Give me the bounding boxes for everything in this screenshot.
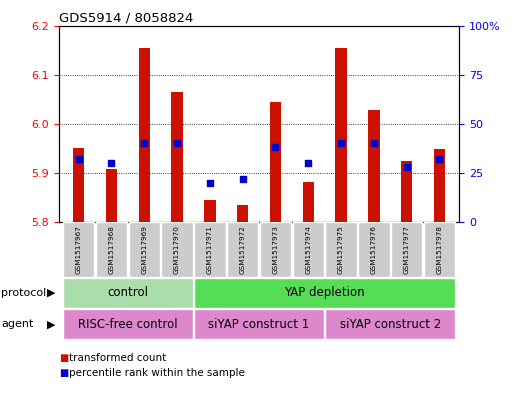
Bar — [368, 110, 380, 222]
Bar — [96, 222, 127, 277]
Bar — [73, 149, 85, 222]
Text: GSM1517967: GSM1517967 — [76, 225, 82, 274]
Text: GSM1517976: GSM1517976 — [371, 225, 377, 274]
Text: siYAP construct 1: siYAP construct 1 — [208, 318, 310, 331]
Point — [370, 140, 378, 147]
Text: ▶: ▶ — [47, 288, 55, 298]
Text: transformed count: transformed count — [69, 353, 167, 363]
Text: siYAP construct 2: siYAP construct 2 — [340, 318, 441, 331]
Point — [206, 180, 214, 186]
Point — [436, 156, 444, 162]
Bar — [63, 309, 193, 339]
Text: GSM1517973: GSM1517973 — [272, 225, 279, 274]
Text: GSM1517972: GSM1517972 — [240, 225, 246, 274]
Point — [74, 156, 83, 162]
Text: percentile rank within the sample: percentile rank within the sample — [69, 368, 245, 378]
Bar — [139, 48, 150, 222]
Bar — [171, 92, 183, 222]
Bar — [260, 222, 291, 277]
Bar — [424, 222, 455, 277]
Bar — [433, 149, 445, 222]
Text: agent: agent — [1, 319, 33, 329]
Text: control: control — [107, 286, 148, 299]
Bar — [204, 200, 215, 222]
Text: GSM1517978: GSM1517978 — [437, 225, 442, 274]
Text: ■: ■ — [59, 353, 68, 363]
Text: protocol: protocol — [1, 288, 46, 298]
Text: YAP depletion: YAP depletion — [284, 286, 365, 299]
Bar — [237, 205, 248, 222]
Text: GSM1517968: GSM1517968 — [108, 225, 114, 274]
Bar — [303, 182, 314, 222]
Bar — [63, 278, 193, 308]
Bar — [194, 222, 226, 277]
Text: GSM1517975: GSM1517975 — [338, 225, 344, 274]
Bar — [401, 161, 412, 222]
Text: GSM1517971: GSM1517971 — [207, 225, 213, 274]
Point — [107, 160, 115, 166]
Bar — [391, 222, 422, 277]
Bar — [270, 102, 281, 222]
Bar — [358, 222, 389, 277]
Text: GSM1517977: GSM1517977 — [404, 225, 410, 274]
Point — [271, 144, 280, 151]
Bar — [194, 309, 324, 339]
Text: ▶: ▶ — [47, 319, 55, 329]
Point — [304, 160, 312, 166]
Text: GSM1517974: GSM1517974 — [305, 225, 311, 274]
Bar — [63, 222, 94, 277]
Point — [337, 140, 345, 147]
Text: ■: ■ — [59, 368, 68, 378]
Bar — [325, 309, 455, 339]
Text: GSM1517970: GSM1517970 — [174, 225, 180, 274]
Text: GSM1517969: GSM1517969 — [141, 225, 147, 274]
Bar — [194, 278, 455, 308]
Point — [140, 140, 148, 147]
Bar — [292, 222, 324, 277]
Bar — [227, 222, 259, 277]
Bar — [336, 48, 347, 222]
Point — [239, 176, 247, 182]
Point — [403, 164, 411, 170]
Text: GDS5914 / 8058824: GDS5914 / 8058824 — [59, 12, 193, 25]
Bar — [325, 222, 357, 277]
Point — [173, 140, 181, 147]
Text: RISC-free control: RISC-free control — [78, 318, 177, 331]
Bar — [129, 222, 160, 277]
Bar — [106, 169, 117, 222]
Bar — [161, 222, 193, 277]
